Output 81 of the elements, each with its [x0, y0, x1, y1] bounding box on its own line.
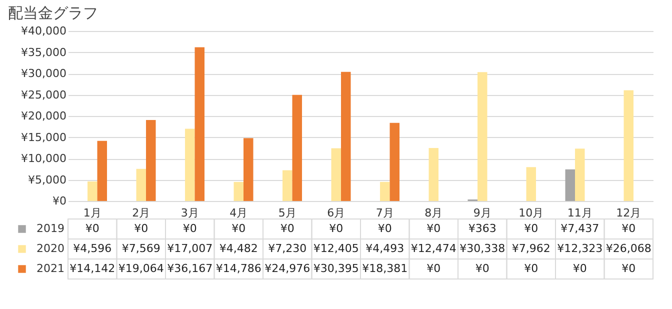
data-label: ¥12,323: [557, 242, 603, 255]
bar: [185, 128, 195, 201]
y-tick-label: ¥15,000: [21, 130, 66, 144]
data-label: ¥0: [329, 222, 344, 235]
data-label: ¥0: [572, 262, 587, 275]
chart-title: 配当金グラフ: [8, 4, 98, 22]
data-label: ¥30,395: [313, 262, 359, 275]
data-label: ¥0: [622, 262, 636, 275]
y-tick-label: ¥20,000: [21, 110, 66, 122]
data-label: ¥363: [468, 222, 496, 235]
data-label: ¥0: [524, 222, 538, 235]
x-tick-label: 1月: [83, 206, 102, 220]
data-label: ¥0: [622, 222, 636, 235]
data-label: ¥0: [524, 262, 538, 275]
y-tick-label: ¥0: [52, 194, 66, 208]
x-tick-label: 4月: [230, 206, 248, 220]
legend-label: 2020: [36, 242, 64, 255]
bar: [136, 168, 146, 201]
data-label: ¥7,962: [512, 242, 550, 255]
data-label: ¥0: [85, 222, 100, 235]
x-tick-label: 10月: [518, 206, 544, 220]
data-label: ¥0: [182, 222, 197, 235]
data-label: ¥24,976: [264, 262, 310, 275]
bar: [194, 47, 204, 201]
x-tick-label: 6月: [327, 206, 346, 220]
bar: [146, 120, 156, 201]
bar: [331, 148, 341, 201]
bar: [624, 90, 634, 201]
legend-label: 2019: [36, 222, 64, 235]
data-label: ¥4,482: [219, 242, 258, 255]
y-tick-label: ¥25,000: [21, 88, 66, 102]
bar: [292, 94, 302, 201]
data-label: ¥0: [134, 222, 148, 235]
bar: [428, 148, 438, 201]
data-label: ¥17,007: [167, 242, 213, 255]
y-tick-label: ¥35,000: [21, 46, 66, 59]
data-label: ¥18,381: [362, 262, 408, 275]
data-label: ¥14,786: [216, 262, 262, 275]
data-label: ¥0: [280, 222, 294, 235]
x-tick-label: 5月: [278, 206, 296, 220]
data-label: ¥26,068: [606, 242, 652, 255]
bar: [97, 140, 107, 201]
data-label: ¥0: [426, 262, 441, 275]
x-tick-label: 11月: [567, 206, 592, 220]
y-tick-label: ¥5,000: [28, 173, 66, 186]
y-tick-label: ¥30,000: [21, 67, 66, 80]
bar: [234, 182, 244, 201]
data-label: ¥0: [426, 222, 441, 235]
bar: [526, 167, 536, 201]
data-label: ¥36,167: [167, 262, 213, 275]
data-label: ¥7,437: [560, 222, 600, 235]
data-label: ¥19,064: [118, 262, 164, 275]
bar: [341, 72, 351, 201]
data-label: ¥0: [475, 262, 490, 275]
data-label: ¥30,338: [460, 242, 506, 255]
x-tick-label: 2月: [132, 206, 150, 220]
x-tick-label: 3月: [180, 206, 199, 220]
data-label: ¥12,474: [410, 242, 456, 255]
bar: [380, 182, 390, 201]
bar: [575, 148, 585, 201]
y-tick-label: ¥10,000: [21, 152, 66, 165]
bar: [390, 122, 400, 201]
bar: [88, 181, 98, 201]
x-tick-label: 12月: [616, 206, 642, 220]
bar: [282, 170, 292, 201]
bar: [565, 169, 575, 201]
data-label: ¥7,569: [122, 242, 160, 255]
x-tick-label: 7月: [376, 206, 394, 220]
legend-label: 2021: [36, 262, 64, 275]
data-label: ¥7,230: [268, 242, 307, 255]
data-label: ¥4,493: [366, 242, 404, 255]
data-label: ¥0: [232, 222, 246, 235]
data-label: ¥14,142: [70, 262, 116, 275]
bar: [244, 138, 254, 201]
x-tick-label: 8月: [424, 206, 443, 220]
data-label: ¥12,405: [313, 242, 359, 255]
data-label: ¥0: [378, 222, 392, 235]
bar: [478, 72, 488, 201]
data-label: ¥4,596: [73, 242, 112, 255]
y-tick-label: ¥40,000: [21, 24, 66, 38]
x-tick-label: 9月: [473, 206, 492, 220]
